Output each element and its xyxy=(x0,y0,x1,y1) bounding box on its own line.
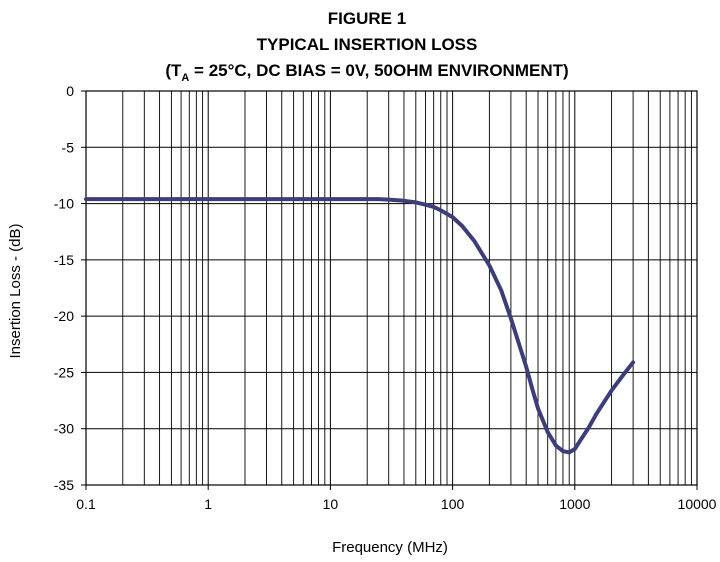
x-tick-label: 0.1 xyxy=(76,496,96,512)
y-axis-ticks: 0 -5 -10 -15 -20 -25 -30 -35 xyxy=(54,83,86,493)
subtitle-subscript: A xyxy=(181,72,189,84)
y-tick-label: -25 xyxy=(54,364,74,380)
chart-title-line-2: TYPICAL INSERTION LOSS xyxy=(257,35,478,54)
x-axis-label: Frequency (MHz) xyxy=(332,539,448,556)
y-axis-label: Insertion Loss - (dB) xyxy=(7,223,24,358)
x-tick-label: 100 xyxy=(441,496,465,512)
series-layer xyxy=(84,197,636,455)
plot-grid xyxy=(85,90,697,486)
x-tick-label: 1000 xyxy=(559,496,590,512)
y-tick-label: -15 xyxy=(54,252,74,268)
x-tick-label: 10 xyxy=(323,496,339,512)
plot-frame xyxy=(85,90,698,486)
insertion-loss-line xyxy=(84,197,636,455)
y-tick-label: -35 xyxy=(54,477,74,493)
subtitle-prefix: (T xyxy=(165,61,182,80)
y-tick-label: -10 xyxy=(54,196,74,212)
y-tick-label: 0 xyxy=(66,83,74,99)
y-tick-label: -30 xyxy=(54,421,74,437)
x-tick-label: 1 xyxy=(204,496,212,512)
x-tick-label: 10000 xyxy=(678,496,717,512)
chart-subtitle: (TA = 25°C, DC BIAS = 0V, 50OHM ENVIRONM… xyxy=(165,61,568,84)
y-tick-label: -5 xyxy=(62,139,75,155)
chart-title-line-1: FIGURE 1 xyxy=(328,9,406,28)
x-axis-ticks: 0.1 1 10 100 1000 10000 xyxy=(76,485,717,512)
subtitle-suffix: = 25°C, DC BIAS = 0V, 50OHM ENVIRONMENT) xyxy=(189,61,568,80)
y-tick-label: -20 xyxy=(54,308,74,324)
